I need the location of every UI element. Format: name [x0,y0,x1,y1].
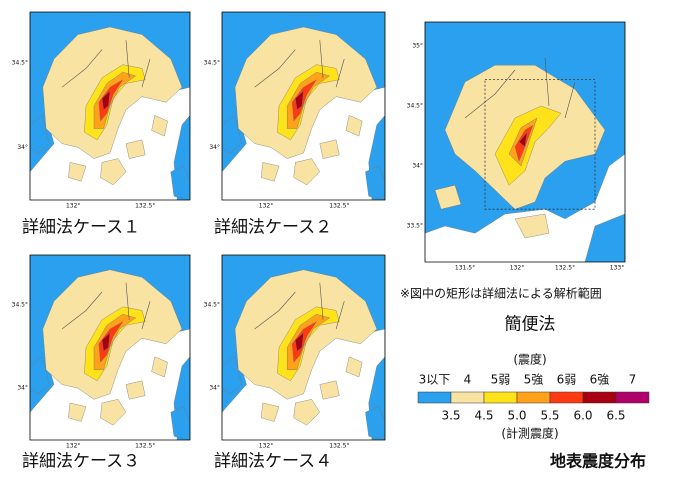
legend-swatch [450,391,485,404]
map [425,22,625,262]
legend-boundary: 3.5 [441,409,460,423]
simple-caption: 簡便法 [505,315,556,335]
lon-label: 133° [610,265,624,272]
map [30,12,190,200]
lat-label: 34° [412,163,423,170]
legend-class-label: 5強 [524,373,544,387]
lon-label: 132.5° [555,265,575,272]
lat-label: 33.5° [407,223,423,230]
region-tan-isl [435,185,549,238]
map-layers [425,22,625,263]
region-blue-isl [222,115,385,200]
legend-boundary: 6.5 [606,409,625,423]
region-darkred [295,91,303,110]
legend-swatch [549,391,584,404]
region-tan-isl [261,115,362,185]
region-darkred [519,132,527,146]
legend-class-label: 4 [464,373,472,387]
map-frame [425,22,625,262]
region-tan-isl [261,357,362,425]
region-darkred [295,333,303,352]
lat-label: 34° [209,144,220,151]
boundary [255,40,345,87]
map-layers [222,12,385,200]
map-layers [30,12,191,200]
region-red [99,80,123,121]
region-blue-isl [222,357,385,441]
legend-unit: (計測震度) [501,426,558,441]
legend-class-label: 5弱 [491,373,511,387]
legend-boundary: 5.5 [540,409,559,423]
lon-label: 132.5° [135,443,155,450]
lon-label: 132° [510,265,524,272]
lat-label: 35° [412,43,423,50]
legend-boundary: 4.5 [474,409,493,423]
legend-swatch [615,391,650,404]
legend-class-label: 6強 [590,373,610,387]
lon-label: 131.5° [455,265,475,272]
map-caption: 詳細法ケース３ [22,452,140,472]
boundary [62,283,150,329]
boundary [62,40,150,87]
map-frame [30,12,190,200]
lat-label: 34° [209,385,220,392]
legend-boundary: 6.0 [573,409,592,423]
map-layers [30,255,191,441]
region-darkred [102,91,110,110]
map [222,255,385,440]
lon-label: 132.5° [329,203,349,210]
figure-title: 地表震度分布 [550,452,646,471]
legend-class-label: 6弱 [557,373,577,387]
map-caption: 詳細法ケース２ [214,218,332,238]
map-frame [30,255,190,440]
region-blue-isl [30,357,191,441]
boundary [465,58,575,118]
legend-boundary: 5.0 [507,409,526,423]
lat-label: 34.5° [12,301,28,308]
legend-class-label: 7 [629,373,637,387]
region-tan-isl [68,357,167,425]
lat-label: 34.5° [12,59,28,66]
lon-label: 132.5° [329,443,349,450]
map-caption: 詳細法ケース４ [214,452,332,472]
region-blue-isl [30,115,191,200]
map-frame [222,12,385,200]
note: ※図中の矩形は詳細法による解析範囲 [400,286,602,301]
region-red [99,322,123,363]
lon-label: 132° [66,203,80,210]
legend-swatch [516,391,551,404]
legend-title: (震度) [513,352,546,367]
lat-label: 34° [17,144,28,151]
legend-swatch [417,391,452,404]
legend-class-label: 3以下 [419,373,451,387]
lon-label: 132.5° [135,203,155,210]
map [222,12,385,200]
map-frame [222,255,385,440]
legend-swatch [582,391,617,404]
region-darkred [102,333,110,352]
lat-label: 34.5° [204,301,220,308]
region-red [292,80,316,121]
map [30,255,190,440]
region-tan-isl [68,115,167,185]
boundary [255,283,345,329]
lon-label: 132° [259,203,273,210]
lon-label: 132° [66,443,80,450]
lat-label: 34° [17,385,28,392]
map-layers [222,255,385,441]
lat-label: 34.5° [407,103,423,110]
lon-label: 132° [259,443,273,450]
region-red [292,322,316,363]
map-caption: 詳細法ケース１ [22,218,140,238]
legend-swatch [483,391,518,404]
lat-label: 34.5° [204,59,220,66]
